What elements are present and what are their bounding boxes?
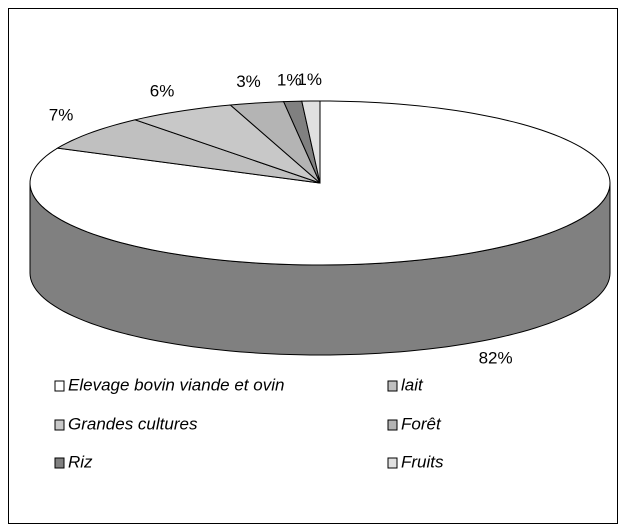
legend-label: Forêt [401,414,442,433]
legend-swatch [387,380,398,392]
legend-label: Riz [68,452,93,471]
pie-slice [301,100,321,184]
legend-label: Fruits [401,452,444,471]
legend-label: Elevage bovin viande et ovin [68,375,284,394]
legend-label: Grandes cultures [68,414,198,433]
value-label: 82% [479,349,513,368]
value-label: 6% [150,81,175,100]
value-label: 7% [49,106,74,125]
legend-swatch [54,380,65,392]
value-label: 1% [277,70,302,89]
value-label: 3% [236,72,261,91]
legend-swatch [54,419,65,431]
legend-label: lait [401,375,424,394]
legend-swatch [387,419,398,431]
legend-swatch [54,457,65,469]
legend-swatch [387,457,398,469]
pie-slice [229,101,321,184]
value-label: 1% [297,70,322,89]
pie-slice [133,104,321,184]
pie-slice [56,119,321,184]
